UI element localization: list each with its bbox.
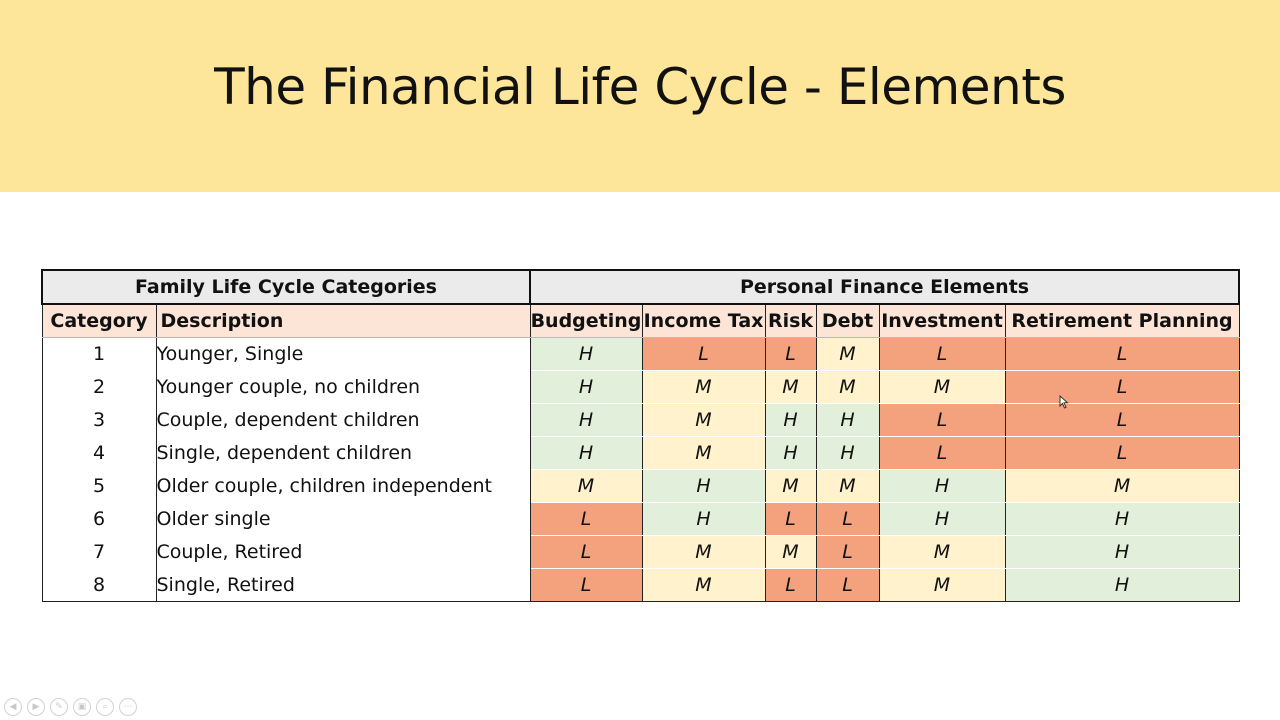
level-cell: M xyxy=(642,568,766,602)
level-cell: L xyxy=(879,403,1006,437)
category-cell: 6 xyxy=(41,502,157,536)
description-cell: Younger, Single xyxy=(156,337,531,371)
table-row: 4 Single, dependent children H M H H L L xyxy=(41,436,1240,470)
column-header-debt: Debt xyxy=(815,304,880,338)
group-header-family: Family Life Cycle Categories xyxy=(41,269,531,305)
description-cell: Younger couple, no children xyxy=(156,370,531,404)
level-cell: H xyxy=(530,403,643,437)
table-row: 2 Younger couple, no children H M M M M L xyxy=(41,370,1240,404)
presentation-toolbar: ◀ ▶ ✎ ▣ ⌕ ⋯ xyxy=(4,698,137,716)
level-cell: H xyxy=(879,502,1006,536)
category-cell: 8 xyxy=(41,568,157,602)
level-cell: L xyxy=(765,337,817,371)
life-cycle-table: Family Life Cycle Categories Personal Fi… xyxy=(41,269,1241,602)
table-row: 6 Older single L H L L H H xyxy=(41,502,1240,536)
level-cell: M xyxy=(765,370,817,404)
level-cell: H xyxy=(1005,535,1240,569)
level-cell: M xyxy=(816,469,880,503)
level-cell: H xyxy=(765,436,817,470)
description-cell: Older couple, children independent xyxy=(156,469,531,503)
category-cell: 4 xyxy=(41,436,157,470)
column-header-row: Category Description Budgeting Income Tax Ri… xyxy=(41,304,1240,338)
level-cell: H xyxy=(530,436,643,470)
level-cell: L xyxy=(816,502,880,536)
level-cell: L xyxy=(765,502,817,536)
level-cell: M xyxy=(1005,469,1240,503)
level-cell: M xyxy=(765,469,817,503)
level-cell: L xyxy=(1005,370,1240,404)
table-row: 5 Older couple, children independent M H M M H… xyxy=(41,469,1240,503)
level-cell: H xyxy=(530,370,643,404)
level-cell: M xyxy=(530,469,643,503)
next-icon[interactable]: ▶ xyxy=(27,698,45,716)
level-cell: M xyxy=(642,403,766,437)
level-cell: M xyxy=(642,436,766,470)
level-cell: L xyxy=(1005,337,1240,371)
level-cell: M xyxy=(879,568,1006,602)
level-cell: M xyxy=(816,337,880,371)
level-cell: H xyxy=(765,403,817,437)
level-cell: H xyxy=(816,403,880,437)
slide-title: The Financial Life Cycle - Elements xyxy=(214,58,1066,116)
level-cell: H xyxy=(816,436,880,470)
description-cell: Couple, Retired xyxy=(156,535,531,569)
column-header-retirement-planning: Retirement Planning xyxy=(1004,304,1240,338)
description-cell: Couple, dependent children xyxy=(156,403,531,437)
column-header-category: Category xyxy=(41,304,157,338)
level-cell: L xyxy=(530,568,643,602)
level-cell: H xyxy=(1005,502,1240,536)
title-band xyxy=(0,0,1280,192)
group-header-finance: Personal Finance Elements xyxy=(528,269,1241,305)
mouse-cursor-icon xyxy=(1059,395,1069,409)
table-row: 7 Couple, Retired L M M L M H xyxy=(41,535,1240,569)
column-header-budgeting: Budgeting xyxy=(529,304,643,338)
level-cell: L xyxy=(642,337,766,371)
table-row: 8 Single, Retired L M L L M H xyxy=(41,568,1240,602)
level-cell: L xyxy=(1005,436,1240,470)
description-cell: Single, dependent children xyxy=(156,436,531,470)
pen-icon[interactable]: ✎ xyxy=(50,698,68,716)
category-cell: 3 xyxy=(41,403,157,437)
level-cell: M xyxy=(765,535,817,569)
level-cell: M xyxy=(642,370,766,404)
level-cell: M xyxy=(816,370,880,404)
category-cell: 7 xyxy=(41,535,157,569)
slides-icon[interactable]: ▣ xyxy=(73,698,91,716)
column-header-risk: Risk xyxy=(764,304,817,338)
level-cell: L xyxy=(530,535,643,569)
zoom-icon[interactable]: ⌕ xyxy=(96,698,114,716)
category-cell: 2 xyxy=(41,370,157,404)
more-icon[interactable]: ⋯ xyxy=(119,698,137,716)
level-cell: M xyxy=(879,370,1006,404)
level-cell: H xyxy=(879,469,1006,503)
category-cell: 5 xyxy=(41,469,157,503)
level-cell: H xyxy=(530,337,643,371)
description-cell: Single, Retired xyxy=(156,568,531,602)
column-header-description: Description xyxy=(155,304,531,338)
level-cell: H xyxy=(642,469,766,503)
level-cell: M xyxy=(879,535,1006,569)
level-cell: L xyxy=(879,436,1006,470)
previous-icon[interactable]: ◀ xyxy=(4,698,22,716)
column-header-income-tax: Income Tax xyxy=(641,304,766,338)
level-cell: H xyxy=(642,502,766,536)
level-cell: L xyxy=(1005,403,1240,437)
level-cell: L xyxy=(816,535,880,569)
column-header-investment: Investment xyxy=(878,304,1006,338)
description-cell: Older single xyxy=(156,502,531,536)
level-cell: L xyxy=(765,568,817,602)
category-cell: 1 xyxy=(41,337,157,371)
level-cell: M xyxy=(642,535,766,569)
level-cell: L xyxy=(530,502,643,536)
table-row: 3 Couple, dependent children H M H H L L xyxy=(41,403,1240,437)
level-cell: L xyxy=(816,568,880,602)
level-cell: H xyxy=(1005,568,1240,602)
table-row: 1 Younger, Single H L L M L L xyxy=(41,337,1240,371)
table-body: 1 Younger, Single H L L M L L 2 Younger couple, n… xyxy=(41,337,1240,602)
level-cell: L xyxy=(879,337,1006,371)
